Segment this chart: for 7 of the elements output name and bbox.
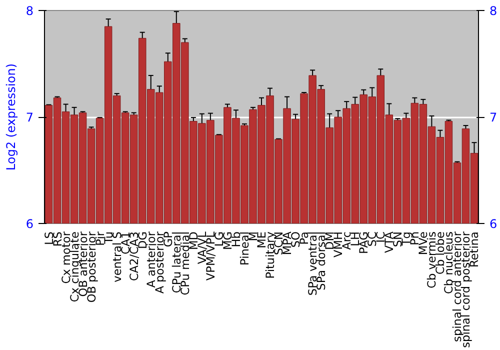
y-tick-label: 7 <box>26 110 34 124</box>
y2-tick-label: 7 <box>490 110 498 124</box>
y2-tick-label: 8 <box>490 4 498 18</box>
y-axis-title: Log2 (expression) <box>4 64 18 170</box>
y2-tick-label: 6 <box>490 217 498 231</box>
y-tick-label: 8 <box>26 4 34 18</box>
y-tick-label: 6 <box>26 217 34 231</box>
